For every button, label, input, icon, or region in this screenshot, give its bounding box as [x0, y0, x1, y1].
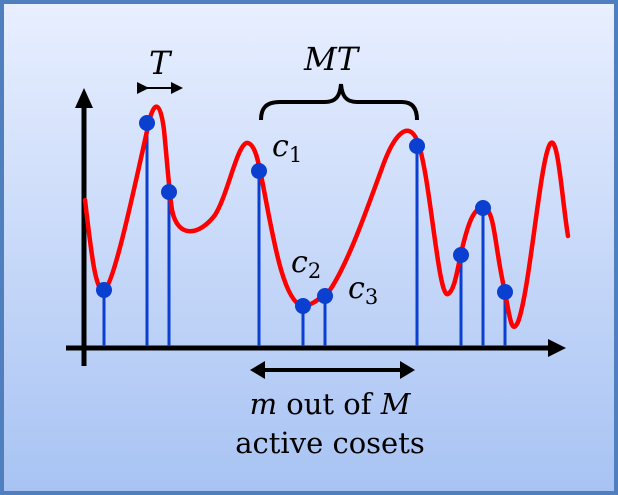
sample-point [251, 163, 267, 179]
signal-curve [82, 104, 571, 329]
sample-stems [102, 123, 507, 346]
brace-icon [259, 83, 419, 121]
period-label: T [149, 44, 173, 82]
sample-point [497, 284, 513, 300]
caption-line1: m out of M [250, 387, 412, 421]
span-label: MT [303, 40, 361, 78]
y-axis-arrow-icon [75, 88, 93, 108]
sample-point [409, 138, 425, 154]
sample-point [139, 115, 155, 131]
sample-point [96, 282, 112, 298]
x-axis-arrow-icon [548, 339, 566, 357]
sample-point [161, 184, 177, 200]
sample-point [295, 298, 311, 314]
arrowhead-left-icon [250, 361, 265, 379]
sample-points [96, 115, 513, 314]
arrowhead-right-icon [400, 361, 415, 379]
c1-label: c1 [272, 129, 302, 167]
c3-label: c3 [348, 271, 378, 309]
sample-point [453, 247, 469, 263]
caption-line2: active cosets [235, 426, 425, 460]
c2-label: c2 [291, 245, 321, 283]
sample-point [475, 200, 491, 216]
sample-point [317, 288, 333, 304]
